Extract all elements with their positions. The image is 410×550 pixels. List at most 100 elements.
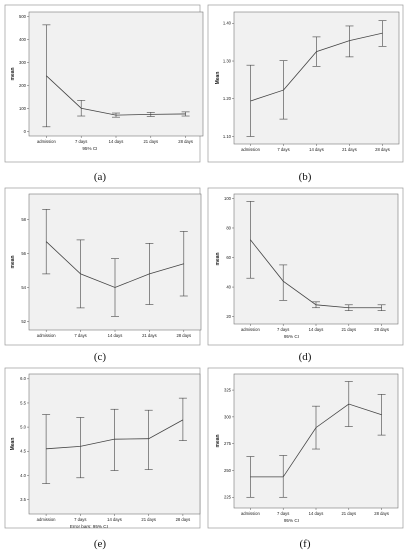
y-tick-label: 1.10 bbox=[223, 134, 232, 139]
y-tick-label: 54 bbox=[21, 285, 26, 290]
y-tick-label: 300 bbox=[19, 60, 27, 65]
panel-label: (a) bbox=[94, 171, 107, 183]
panel-label: (f) bbox=[300, 538, 311, 550]
x-axis-caption: 95% CI bbox=[284, 334, 299, 339]
x-tick-label: 28 days bbox=[176, 517, 191, 522]
y-tick-label: 5.0 bbox=[20, 425, 26, 430]
error-bar bbox=[76, 417, 85, 479]
x-tick-label: 7 days bbox=[277, 327, 289, 332]
panel-label: (b) bbox=[299, 171, 312, 183]
y-tick-label: 4.0 bbox=[20, 473, 26, 478]
x-tick-label: 21 days bbox=[341, 327, 356, 332]
x-tick-label: 21 days bbox=[143, 139, 158, 144]
x-tick-label: 21 days bbox=[141, 517, 156, 522]
y-tick-label: 0 bbox=[24, 129, 27, 134]
y-tick-label: 275 bbox=[224, 441, 232, 446]
series-line bbox=[250, 239, 382, 309]
y-tick-label: 40 bbox=[226, 284, 231, 289]
y-axis-title: mean bbox=[10, 255, 16, 268]
x-tick-label: admission bbox=[37, 517, 57, 522]
error-bar bbox=[110, 408, 119, 471]
y-tick-label: 6.0 bbox=[20, 376, 26, 381]
x-tick-label: 7 days bbox=[74, 333, 86, 338]
x-tick-label: admission bbox=[241, 511, 261, 516]
x-tick-label: 28 days bbox=[374, 511, 389, 516]
y-tick-label: 1.20 bbox=[223, 96, 232, 101]
y-tick-label: 58 bbox=[21, 217, 26, 222]
error-bar bbox=[181, 111, 190, 117]
y-tick-label: 300 bbox=[224, 414, 232, 419]
x-tick-label: 14 days bbox=[309, 327, 324, 332]
chart-panel-3: 52 54 56 58 mean admission 7 days 14 days 21 day… bbox=[4, 187, 202, 363]
x-axis-caption: 95% CI bbox=[82, 146, 97, 151]
x-tick-label: 21 days bbox=[142, 333, 157, 338]
panel-label: (d) bbox=[299, 351, 312, 363]
chart-panel-6: 225 250 275 300 325 mean admission 7 days 14 day… bbox=[207, 367, 404, 550]
error-bar bbox=[178, 397, 187, 441]
y-tick-label: 400 bbox=[19, 37, 27, 42]
y-tick-label: 4.5 bbox=[20, 449, 26, 454]
y-tick-label: 100 bbox=[224, 196, 232, 201]
error-bar bbox=[246, 201, 255, 279]
y-tick-label: 52 bbox=[21, 319, 26, 324]
y-axis-title: Mean bbox=[215, 72, 221, 85]
error-bar bbox=[279, 264, 288, 301]
x-tick-label: 14 days bbox=[309, 147, 324, 152]
y-tick-label: 100 bbox=[19, 106, 27, 111]
y-axis-title: Mean bbox=[10, 438, 16, 451]
x-tick-label: 28 days bbox=[374, 327, 389, 332]
error-bar bbox=[144, 409, 153, 470]
series-line bbox=[250, 403, 382, 478]
x-tick-label: 7 days bbox=[277, 511, 289, 516]
plot-area bbox=[233, 11, 400, 145]
x-tick-label: 14 days bbox=[309, 511, 324, 516]
y-axis-title: mean bbox=[215, 434, 221, 447]
series-line bbox=[45, 241, 184, 288]
chart-panel-2: 1.10 1.20 1.30 1.40 Mean admission 7 days 14 da… bbox=[207, 4, 404, 183]
y-tick-label: 325 bbox=[224, 387, 232, 392]
y-tick-label: 60 bbox=[226, 255, 231, 260]
y-tick-label: 1.30 bbox=[223, 58, 232, 63]
chart-panel-4: 20 40 60 80 100 mean admission 7 days 14 days 21 … bbox=[207, 187, 404, 363]
x-tick-label: 14 days bbox=[108, 333, 123, 338]
x-tick-label: admission bbox=[37, 333, 57, 338]
x-tick-label: 21 days bbox=[342, 147, 357, 152]
y-tick-label: 200 bbox=[19, 83, 27, 88]
series-line bbox=[46, 419, 184, 450]
panel-label: (e) bbox=[94, 538, 107, 550]
chart-panel-5: 3.5 4.0 4.5 5.0 5.5 6.0 Mean admission 7 days 14 … bbox=[4, 367, 201, 550]
y-tick-label: 225 bbox=[224, 495, 232, 500]
x-axis-caption: Error bars: 95% CI bbox=[70, 524, 108, 529]
x-tick-label: 7 days bbox=[74, 517, 86, 522]
y-tick-label: 250 bbox=[224, 468, 232, 473]
x-axis-caption: 95% CI bbox=[284, 518, 299, 523]
y-tick-label: 3.5 bbox=[20, 497, 26, 502]
error-bar bbox=[345, 25, 354, 58]
x-tick-label: 28 days bbox=[176, 333, 191, 338]
x-tick-label: admission bbox=[241, 147, 261, 152]
panel-label: (c) bbox=[94, 351, 107, 363]
x-tick-label: 28 days bbox=[375, 147, 390, 152]
series-line bbox=[46, 75, 186, 116]
x-tick-label: 14 days bbox=[109, 139, 124, 144]
chart-panel-1: 0 100 200 300 400 500 mean admission 7 days 14 da… bbox=[4, 4, 204, 183]
x-tick-label: 28 days bbox=[178, 139, 193, 144]
series-line bbox=[250, 32, 383, 102]
error-bar bbox=[42, 414, 51, 484]
error-bar bbox=[42, 24, 51, 128]
y-tick-label: 80 bbox=[226, 225, 231, 230]
x-tick-label: 7 days bbox=[277, 147, 289, 152]
x-tick-label: 14 days bbox=[107, 517, 122, 522]
y-axis-title: mean bbox=[10, 67, 16, 80]
y-tick-label: 56 bbox=[21, 251, 26, 256]
y-tick-label: 20 bbox=[226, 314, 231, 319]
x-tick-label: admission bbox=[241, 327, 261, 332]
y-tick-label: 1.40 bbox=[223, 21, 232, 26]
x-tick-label: admission bbox=[37, 139, 57, 144]
y-tick-label: 5.5 bbox=[20, 400, 26, 405]
y-axis-title: mean bbox=[215, 252, 221, 265]
x-tick-label: 21 days bbox=[341, 511, 356, 516]
x-tick-label: 7 days bbox=[75, 139, 87, 144]
y-tick-label: 500 bbox=[19, 14, 27, 19]
